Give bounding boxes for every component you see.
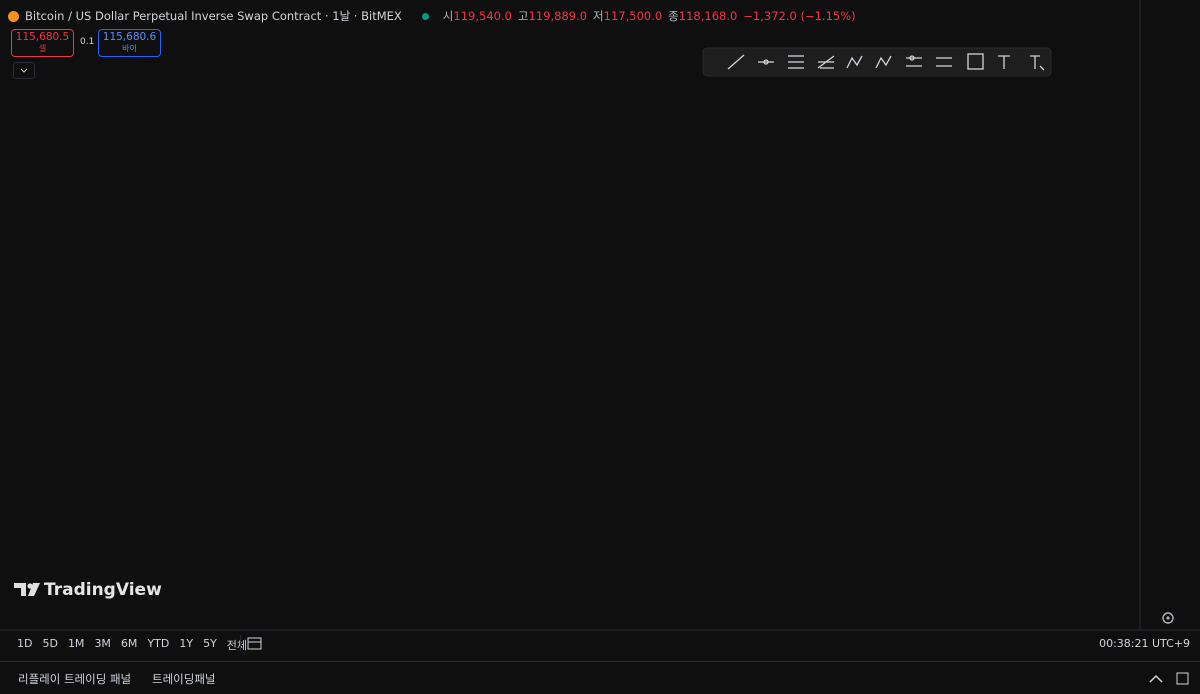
market-status xyxy=(421,12,429,20)
date-range-button[interactable] xyxy=(240,635,265,651)
timeframe-button[interactable]: 1Y xyxy=(179,637,194,650)
replay-panel-tab[interactable]: 리플레이 트레이딩 패널 xyxy=(18,672,132,686)
chevron-icon xyxy=(20,68,28,73)
open-label: 시 xyxy=(442,9,454,23)
toolbar[interactable] xyxy=(702,47,1052,77)
symbol-title: Bitcoin / US Dollar Perpetual Inverse Sw… xyxy=(25,9,402,23)
trading-panel-tab[interactable]: 트레이딩패널 xyxy=(152,672,216,686)
watermark: TradingView xyxy=(44,580,162,600)
high-value: 119,889.0 xyxy=(528,9,588,23)
timeframe-button[interactable]: 1M xyxy=(67,637,85,650)
order-qty[interactable]: 0.1 xyxy=(80,37,95,47)
clock: 00:38:21 UTC+9 xyxy=(1099,637,1190,650)
settings-icon[interactable] xyxy=(1162,612,1174,624)
low-label: 저 xyxy=(593,9,604,23)
timeframe-button[interactable]: 전체 xyxy=(226,639,248,652)
timeframe-bar: 1D 5D 1M 3M 6M YTD 1Y 5Y 전체 xyxy=(17,637,247,653)
toolbar-icons xyxy=(727,53,1045,71)
sell-label: 셀 xyxy=(38,44,47,53)
timeframe-button[interactable]: 5D xyxy=(42,637,58,650)
timeframe-button[interactable]: 1D xyxy=(17,637,33,650)
change-value: −1,372.0 (−1.15%) xyxy=(743,9,856,23)
calendar-icon xyxy=(247,637,262,650)
low-value: 117,500.0 xyxy=(603,9,663,23)
buy-label: 바이 xyxy=(122,44,137,53)
sell-price: 115,680.5 xyxy=(15,31,70,43)
drawing-toolbar xyxy=(702,47,1052,77)
open-value: 119,540.0 xyxy=(453,9,512,23)
timeframe-button[interactable]: 6M xyxy=(120,637,138,650)
timeframe-button[interactable]: YTD xyxy=(147,637,170,650)
timeframe-button[interactable]: 3M xyxy=(94,637,111,650)
watermark-logo xyxy=(14,583,40,596)
timeframe-button[interactable]: 5Y xyxy=(203,637,217,650)
sell-button[interactable]: 115,680.5 셀 xyxy=(11,29,74,57)
close-label: 종 xyxy=(668,9,679,23)
high-label: 고 xyxy=(517,9,529,23)
symbol-icon xyxy=(8,10,19,22)
panel-controls[interactable] xyxy=(1145,669,1195,689)
buy-price: 115,680.6 xyxy=(102,31,157,43)
close-value: 118,168.0 xyxy=(678,9,738,23)
collapse-button[interactable] xyxy=(13,62,35,79)
buy-button[interactable]: 115,680.6 바이 xyxy=(98,29,161,57)
bottom-panel: 리플레이 트레이딩 패널 트레이딩패널 xyxy=(0,661,1200,694)
legend-header: Bitcoin / US Dollar Perpetual Inverse Sw… xyxy=(8,7,856,25)
